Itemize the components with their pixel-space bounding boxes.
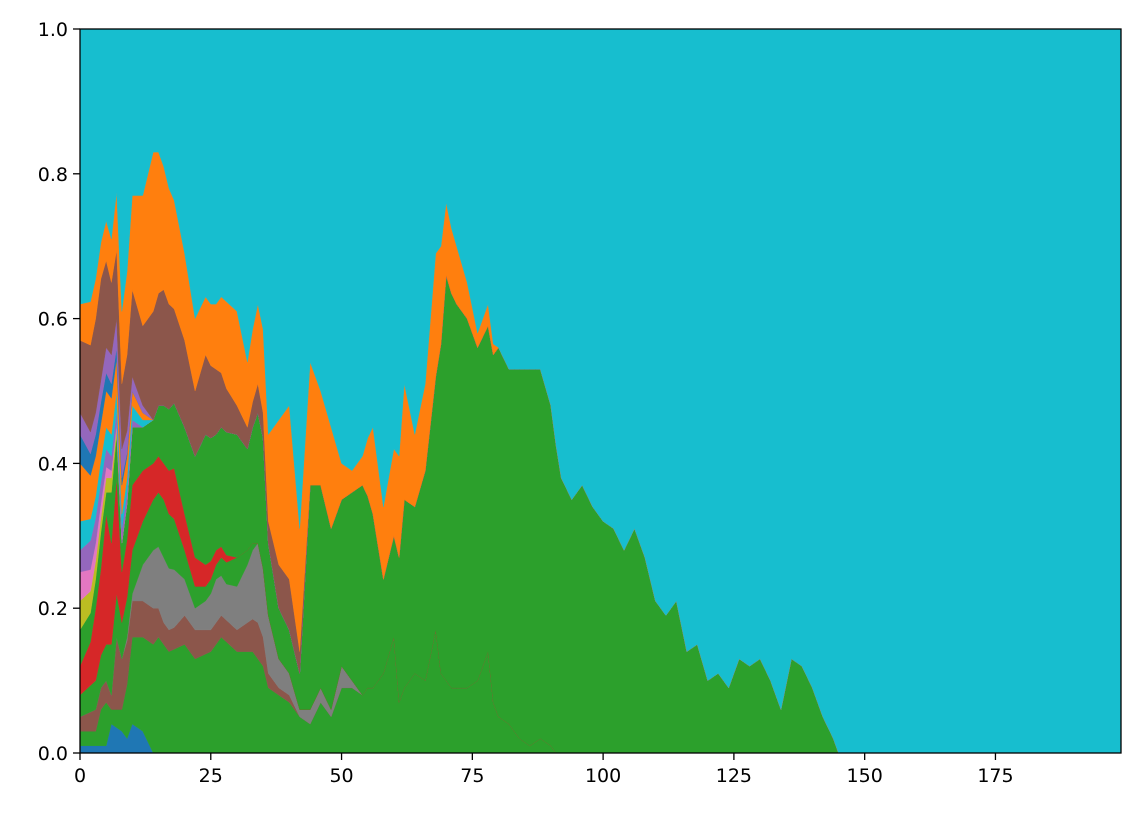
plot-frame (79, 28, 1122, 754)
x-tick-label: 150 (847, 765, 883, 787)
x-tick-label: 75 (460, 765, 484, 787)
area-layers (79, 28, 1122, 754)
y-tick-label: 1.0 (38, 19, 68, 41)
x-tick-label: 125 (716, 765, 752, 787)
x-tick-label: 25 (199, 765, 223, 787)
x-tick-label: 0 (74, 765, 86, 787)
y-tick-label: 0.4 (38, 453, 68, 475)
x-tick-label: 175 (977, 765, 1013, 787)
y-tick-label: 0.8 (38, 164, 68, 186)
y-axis: 0.0 0.2 0.4 0.6 0.8 1.0 (38, 19, 80, 765)
x-axis: 0 25 50 75 100 125 150 175 (74, 753, 1014, 787)
y-tick-label: 0.6 (38, 309, 68, 331)
x-tick-label: 100 (585, 765, 621, 787)
y-tick-label: 0.0 (38, 743, 68, 765)
y-tick-label: 0.2 (38, 598, 68, 620)
x-tick-label: 50 (329, 765, 353, 787)
